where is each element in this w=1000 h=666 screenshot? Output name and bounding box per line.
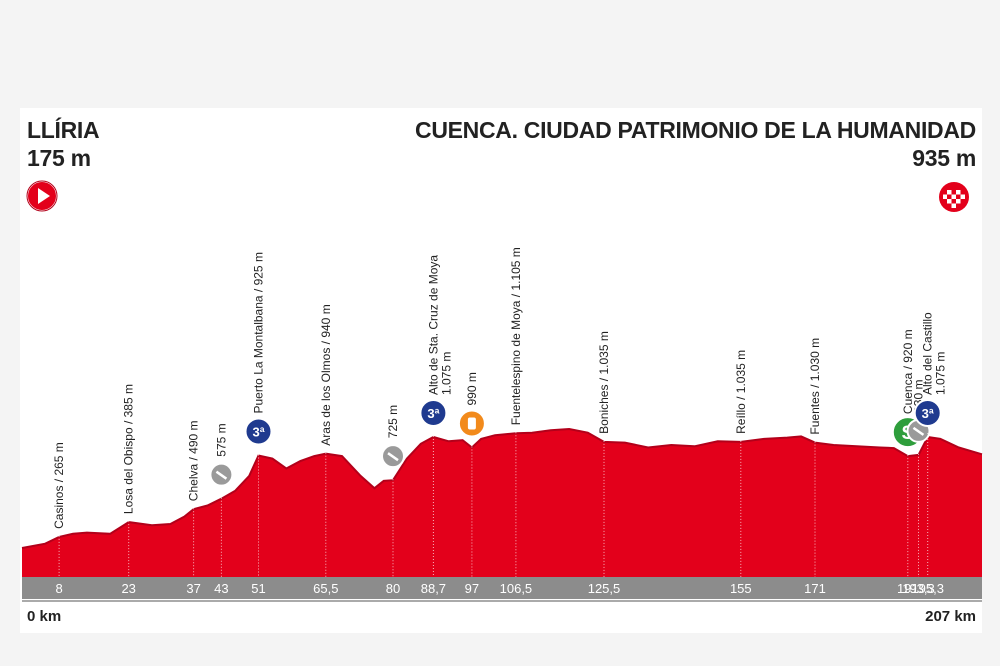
mountain-climb-icon [913, 399, 942, 428]
climb-category-label: 3ª [922, 406, 934, 421]
waypoint-label-group: 575 m [214, 423, 228, 456]
distance-start-label: 0 km [27, 608, 62, 625]
km-marker-label: 97 [465, 581, 479, 596]
waypoint-label-group: Alto del Castillo 1.075 m [921, 312, 948, 395]
km-marker-label: 106,5 [500, 581, 533, 596]
descent-arrow-shape [387, 452, 399, 462]
waypoint-label: Fuentes / 1.030 m [808, 338, 822, 435]
km-marker-label: 43 [214, 581, 228, 596]
waypoint-label: Boniches / 1.035 m [597, 331, 611, 434]
waypoint-label-altitude: 1.075 m [934, 352, 948, 395]
waypoint-label-group: Fuentes / 1.030 m [808, 338, 822, 435]
km-marker-label: 191 [897, 581, 919, 596]
km-marker-label: 125,5 [588, 581, 621, 596]
waypoint-label: Fuentelespino de Moya / 1.105 m [509, 247, 523, 425]
waypoint-label: Alto del Castillo [921, 312, 935, 395]
km-marker-label: 155 [730, 581, 752, 596]
waypoint-label: Aras de los Olmos / 940 m [319, 304, 333, 445]
waypoint-label-group: Cuenca / 920 m [901, 329, 915, 414]
km-marker-label: 8 [55, 581, 62, 596]
waypoint-label: Casinos / 265 m [52, 442, 66, 529]
waypoint-label: Cuenca / 920 m [901, 329, 915, 414]
km-marker-label: 37 [186, 581, 200, 596]
mountain-climb-icon [419, 399, 448, 428]
start-altitude: 175 m [27, 145, 91, 171]
km-marker-label: 195,3 [911, 581, 944, 596]
waypoint-label: 725 m [386, 405, 400, 438]
waypoint-label: Reíllo / 1.035 m [734, 350, 748, 434]
waypoint-label-group: 990 m [465, 372, 479, 405]
feed-bag-shape [467, 417, 476, 430]
mountain-climb-icon [244, 417, 273, 446]
finish-checkered-icon [939, 182, 969, 212]
waypoint-label: Chelva / 490 m [187, 420, 201, 501]
start-town: LLÍRIA [27, 117, 100, 143]
waypoint-label-group: Fuentelespino de Moya / 1.105 m [509, 247, 523, 425]
waypoint-label-group: Alto de Sta. Cruz de Moya 1.075 m [426, 255, 453, 395]
km-marker-label: 88,7 [421, 581, 446, 596]
profile-area [22, 429, 982, 577]
km-marker-label: 51 [251, 581, 265, 596]
km-marker-label: 80 [386, 581, 400, 596]
waypoint-label: 990 m [465, 372, 479, 405]
waypoint-label: 575 m [214, 423, 228, 456]
km-marker-label: 23 [121, 581, 135, 596]
waypoint-label-group: Boniches / 1.035 m [597, 331, 611, 434]
finish-altitude: 935 m [912, 145, 976, 171]
waypoint-label-altitude: 1.075 m [439, 352, 453, 395]
descent-arrow-shape [912, 426, 925, 436]
waypoint-label: Alto de Sta. Cruz de Moya [426, 255, 440, 395]
km-marker-label: 171 [804, 581, 826, 596]
climb-category-label: 3ª [252, 425, 264, 440]
descent-arrow-shape [215, 470, 228, 480]
waypoint-label-group: Puerto La Montalbana / 925 m [252, 252, 266, 413]
waypoint-label-group: 725 m [386, 405, 400, 438]
km-marker-label: 193,3 [902, 581, 935, 596]
waypoint-label-group: Aras de los Olmos / 940 m [319, 304, 333, 445]
distance-end-label: 207 km [925, 608, 976, 625]
waypoint-label: Losa del Obispo / 385 m [122, 384, 136, 514]
waypoint-label-group: Reíllo / 1.035 m [734, 350, 748, 434]
start-flag-icon [26, 180, 58, 212]
waypoint-label-group: Casinos / 265 m [52, 442, 66, 529]
waypoint-label-group: Chelva / 490 m [187, 420, 201, 501]
km-marker-label: 65,5 [313, 581, 338, 596]
finish-town: CUENCA. CIUDAD PATRIMONIO DE LA HUMANIDA… [415, 117, 976, 143]
distance-axis-band [22, 577, 982, 599]
waypoint-label-group: Losa del Obispo / 385 m [122, 384, 136, 514]
profile-outline [21, 427, 983, 549]
waypoint-label: Puerto La Montalbana / 925 m [252, 252, 266, 413]
climb-category-label: 3ª [427, 406, 439, 421]
